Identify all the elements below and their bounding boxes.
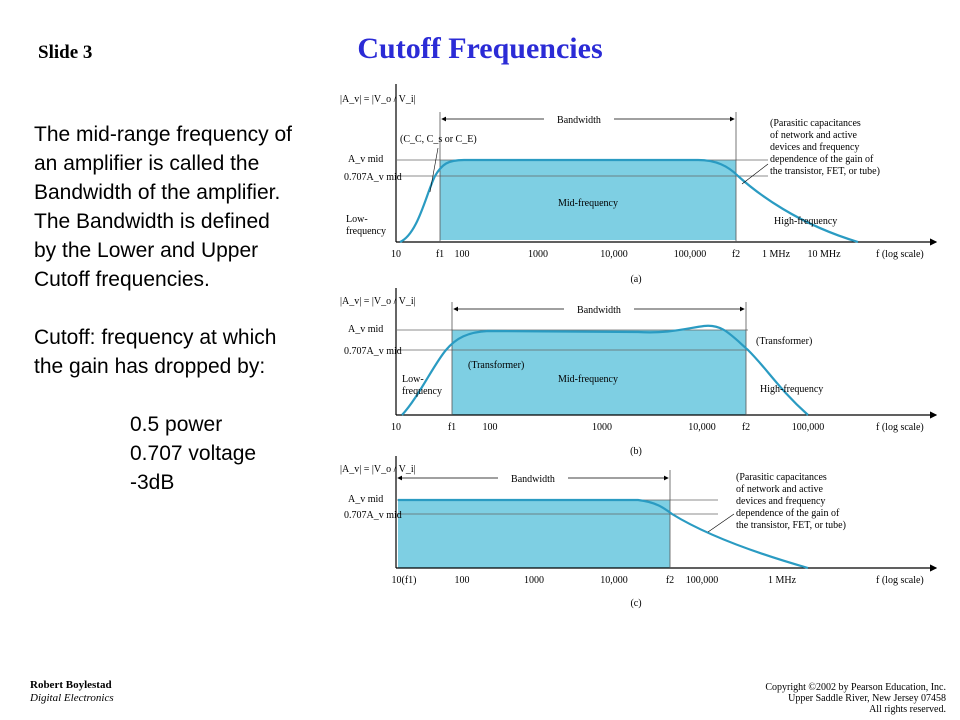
parasitic-note: devices and frequency (736, 496, 825, 507)
tick-label: f1 (436, 249, 444, 260)
parasitic-note: (Parasitic capacitances (736, 472, 827, 483)
y-axis-label: |A_v| = |V_o / V_i| (340, 296, 416, 307)
tick-label: 1 MHz (762, 249, 791, 260)
tick-label: f (log scale) (876, 575, 924, 586)
y-axis-label: |A_v| = |V_o / V_i| (340, 464, 416, 475)
mid-frequency-label: Mid-frequency (558, 198, 618, 209)
tick-label: 1 MHz (768, 575, 797, 586)
low-frequency-label: Low- (402, 374, 424, 385)
mid-band-fill (452, 330, 746, 415)
mid-gain-label: A_v mid (348, 154, 383, 165)
tick-label: 10 (391, 422, 401, 433)
tick-label: 10,000 (600, 575, 628, 586)
bandwidth-label-bg (564, 302, 634, 316)
tick-label: 100,000 (674, 249, 707, 260)
high-frequency-label: High-frequency (760, 384, 823, 395)
callout-line (429, 147, 439, 193)
mid-band-fill (398, 500, 670, 568)
y-axis-label: |A_v| = |V_o / V_i| (340, 94, 416, 105)
low-frequency-label: frequency (346, 226, 386, 237)
cutoff-gain-label: 0.707A_v mid (344, 510, 402, 521)
tick-label: f (log scale) (876, 422, 924, 433)
bandwidth-label-bg (544, 112, 614, 126)
diagram-a: Bandwidth |A_v| = |V_o / V_i| A_v mid 0.… (340, 84, 938, 285)
tick-label: 10,000 (600, 249, 628, 260)
callout-line (707, 513, 735, 533)
body-line: The Bandwidth is defined (34, 210, 270, 233)
tick-label: 10,000 (688, 422, 716, 433)
tick-label: 10(f1) (392, 575, 417, 586)
tick-label: 1000 (528, 249, 548, 260)
coupling-label: (C_C, C_s or C_E) (400, 134, 477, 145)
tick-label: f2 (666, 575, 674, 586)
parasitic-note: devices and frequency (770, 142, 859, 153)
tick-label: 100,000 (792, 422, 825, 433)
caption: (a) (630, 274, 641, 285)
tick-label: 1000 (592, 422, 612, 433)
footer-copyright: Copyright ©2002 by Pearson Education, In… (765, 682, 946, 715)
tick-label: 10 MHz (807, 249, 841, 260)
parasitic-note: (Parasitic capacitances (770, 118, 861, 129)
footer-course: Digital Electronics (30, 692, 114, 704)
tick-label: f2 (742, 422, 750, 433)
tick-label: 100 (483, 422, 498, 433)
mid-frequency-label: Mid-frequency (558, 374, 618, 385)
bandwidth-label: Bandwidth (511, 474, 555, 485)
parasitic-note: the transistor, FET, or tube) (770, 166, 880, 177)
diagram-b: Bandwidth |A_v| = |V_o / V_i| A_v mid 0.… (340, 288, 938, 457)
copyright-line: All rights reserved. (869, 704, 946, 715)
mid-gain-label: A_v mid (348, 494, 383, 505)
caption: (c) (630, 598, 641, 609)
tick-label: 1000 (524, 575, 544, 586)
list-item-voltage: 0.707 voltage (130, 442, 257, 465)
tick-label: 100 (455, 249, 470, 260)
copyright-line: Upper Saddle River, New Jersey 07458 (788, 693, 946, 704)
slide-title: Cutoff Frequencies (357, 32, 603, 65)
response-curve (398, 498, 809, 570)
mid-gain-label: A_v mid (348, 324, 383, 335)
response-curve (401, 324, 809, 416)
tick-label: 100,000 (686, 575, 719, 586)
low-frequency-label: frequency (402, 386, 442, 397)
list-item-power: 0.5 power (130, 413, 223, 436)
transformer-right-label: (Transformer) (756, 336, 812, 347)
body-line: by the Lower and Upper (34, 239, 259, 262)
tick-label: f (log scale) (876, 249, 924, 260)
parasitic-note: of network and active (770, 130, 857, 141)
tick-label: f2 (732, 249, 740, 260)
cutoff-gain-label: 0.707A_v mid (344, 346, 402, 357)
footer-author: Robert Boylestad (30, 679, 112, 691)
frequency-response-diagrams: Bandwidth |A_v| = |V_o / V_i| A_v mid 0.… (340, 84, 938, 609)
footer-author-block: Robert Boylestad Digital Electronics (30, 679, 114, 705)
body-line: an amplifier is called the (34, 152, 260, 175)
tick-label: 10 (391, 249, 401, 260)
body-line: Bandwidth of the amplifier. (34, 181, 281, 204)
parasitic-note: the transistor, FET, or tube) (736, 520, 846, 531)
tick-label: f1 (448, 422, 456, 433)
cutoff-gain-label: 0.707A_v mid (344, 172, 402, 183)
body-line: Cutoff: frequency at which (34, 326, 277, 349)
body-text: The mid-range frequency of an amplifier … (34, 120, 324, 497)
transformer-left-label: (Transformer) (468, 360, 524, 371)
callout-line (741, 163, 769, 185)
bandwidth-label: Bandwidth (577, 305, 621, 316)
response-curve (399, 158, 859, 244)
high-frequency-label: High-frequency (774, 216, 837, 227)
parasitic-note: dependence of the gain of (770, 154, 874, 165)
copyright-line: Copyright ©2002 by Pearson Education, In… (765, 682, 946, 693)
diagram-c: Bandwidth |A_v| = |V_o / V_i| A_v mid 0.… (340, 456, 938, 609)
parasitic-note: of network and active (736, 484, 823, 495)
low-frequency-label: Low- (346, 214, 368, 225)
caption: (b) (630, 446, 642, 457)
body-line: Cutoff frequencies. (34, 268, 210, 291)
bandwidth-label-bg (498, 471, 568, 485)
mid-band-fill (440, 160, 736, 240)
list-item-db: -3dB (130, 471, 175, 494)
body-line: The mid-range frequency of (34, 123, 292, 146)
tick-label: 100 (455, 575, 470, 586)
body-line: the gain has dropped by: (34, 355, 266, 378)
slide-number: Slide 3 (38, 42, 93, 63)
parasitic-note: dependence of the gain of (736, 508, 840, 519)
bandwidth-label: Bandwidth (557, 115, 601, 126)
